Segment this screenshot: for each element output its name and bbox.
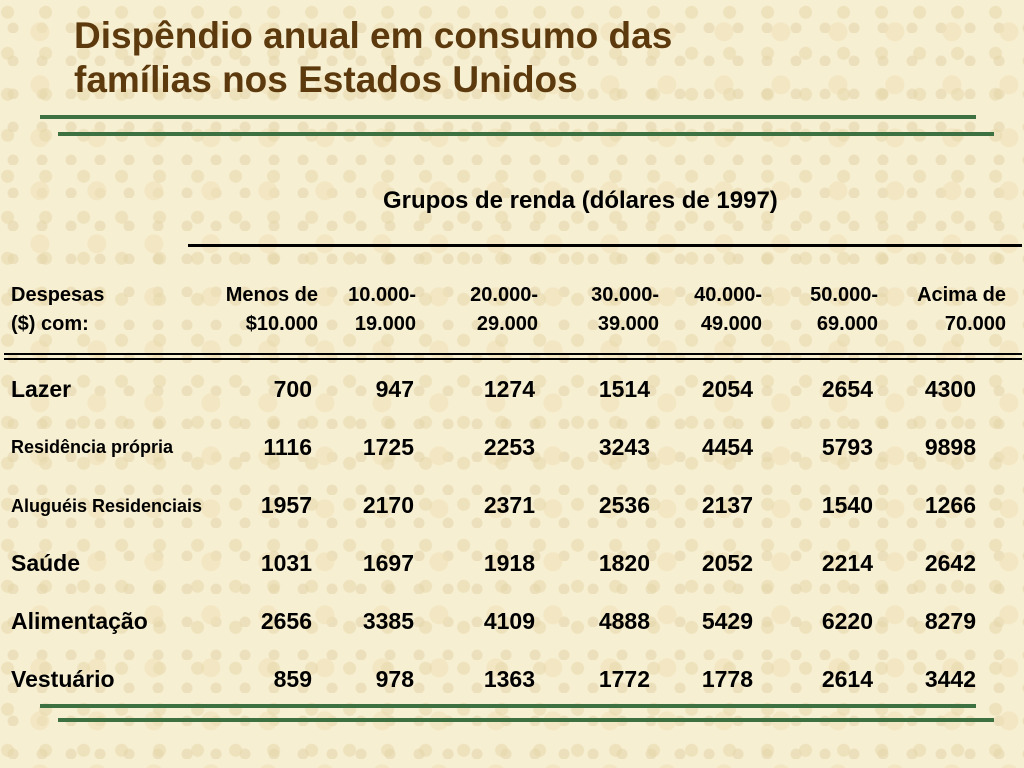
cell-saude-col5: 2052 [701,550,753,576]
footer-rule-top [40,704,976,708]
header-50000-69000: 50.000- 69.000 [810,284,878,335]
cell-vestuario-col6: 2614 [821,666,873,692]
header-divider-top [4,353,1022,355]
table-subtitle: Grupos de renda (dólares de 1997) [383,187,778,214]
title-rule-top [40,115,976,119]
header-30000-39000: 30.000- 39.000 [591,284,659,335]
cell-lazer-col3: 1274 [483,376,535,402]
cell-alimentacao-col6: 6220 [821,608,873,634]
row-label-residencia-propria: Residência própria [11,437,174,457]
cell-residencia-col3: 2253 [483,434,535,460]
row-label-saude: Saúde [11,550,81,576]
cell-alimentacao-col3: 4109 [483,608,535,634]
header-20000-29000: 20.000- 29.000 [470,284,538,335]
cell-lazer-col7: 4300 [924,376,976,402]
cell-lazer-col1: 700 [273,376,312,402]
footer-rule-bottom [58,718,994,722]
slide-title: Dispêndio anual em consumo das famílias … [74,14,672,102]
cell-alugueis-col2: 2170 [362,492,414,518]
cell-alugueis-col3: 2371 [483,492,535,518]
cell-vestuario-col5: 1778 [701,666,753,692]
cell-lazer-col5: 2054 [701,376,753,402]
title-line-1: Dispêndio anual em consumo das [74,15,673,56]
cell-residencia-col5: 4454 [701,434,753,460]
cell-saude-col7: 2642 [924,550,976,576]
cell-vestuario-col2: 978 [375,666,414,692]
header-10000-19000: 10.000- 19.000 [348,284,416,335]
cell-alimentacao-col1: 2656 [260,608,312,634]
row-label-lazer: Lazer [11,376,72,402]
cell-alugueis-col1: 1957 [260,492,312,518]
row-label-vestuario: Vestuário [11,666,115,692]
cell-residencia-col4: 3243 [598,434,650,460]
cell-alimentacao-col5: 5429 [701,608,753,634]
cell-vestuario-col4: 1772 [598,666,650,692]
cell-vestuario-col7: 3442 [924,666,976,692]
subtitle-underline [188,244,1022,247]
cell-lazer-col4: 1514 [598,376,650,402]
cell-residencia-col2: 1725 [362,434,414,460]
cell-lazer-col2: 947 [375,376,414,402]
header-40000-49000: 40.000- 49.000 [694,284,762,335]
cell-alugueis-col6: 1540 [821,492,873,518]
cell-lazer-col6: 2654 [821,376,873,402]
cell-saude-col4: 1820 [598,550,650,576]
cell-residencia-col6: 5793 [821,434,873,460]
header-despesas: Despesas ($) com: [11,284,105,335]
cell-vestuario-col1: 859 [273,666,312,692]
cell-alugueis-col7: 1266 [924,492,976,518]
header-divider-bottom [4,358,1022,360]
cell-saude-col6: 2214 [821,550,873,576]
title-rule-bottom [58,132,994,136]
cell-alugueis-col5: 2137 [701,492,753,518]
cell-alimentacao-col7: 8279 [924,608,976,634]
cell-saude-col2: 1697 [362,550,414,576]
header-acima-70000: Acima de 70.000 [917,284,1006,335]
cell-vestuario-col3: 1363 [483,666,535,692]
row-label-alugueis-residenciais: Aluguéis Residenciais [11,496,203,516]
cell-saude-col1: 1031 [260,550,312,576]
cell-residencia-col1: 1116 [263,434,312,460]
header-menos-10000: Menos de $10.000 [225,284,318,335]
title-line-2: famílias nos Estados Unidos [74,59,578,100]
cell-residencia-col7: 9898 [924,434,976,460]
cell-saude-col3: 1918 [483,550,535,576]
cell-alimentacao-col2: 3385 [362,608,414,634]
cell-alugueis-col4: 2536 [598,492,650,518]
row-label-alimentacao: Alimentação [11,608,148,634]
cell-alimentacao-col4: 4888 [598,608,650,634]
